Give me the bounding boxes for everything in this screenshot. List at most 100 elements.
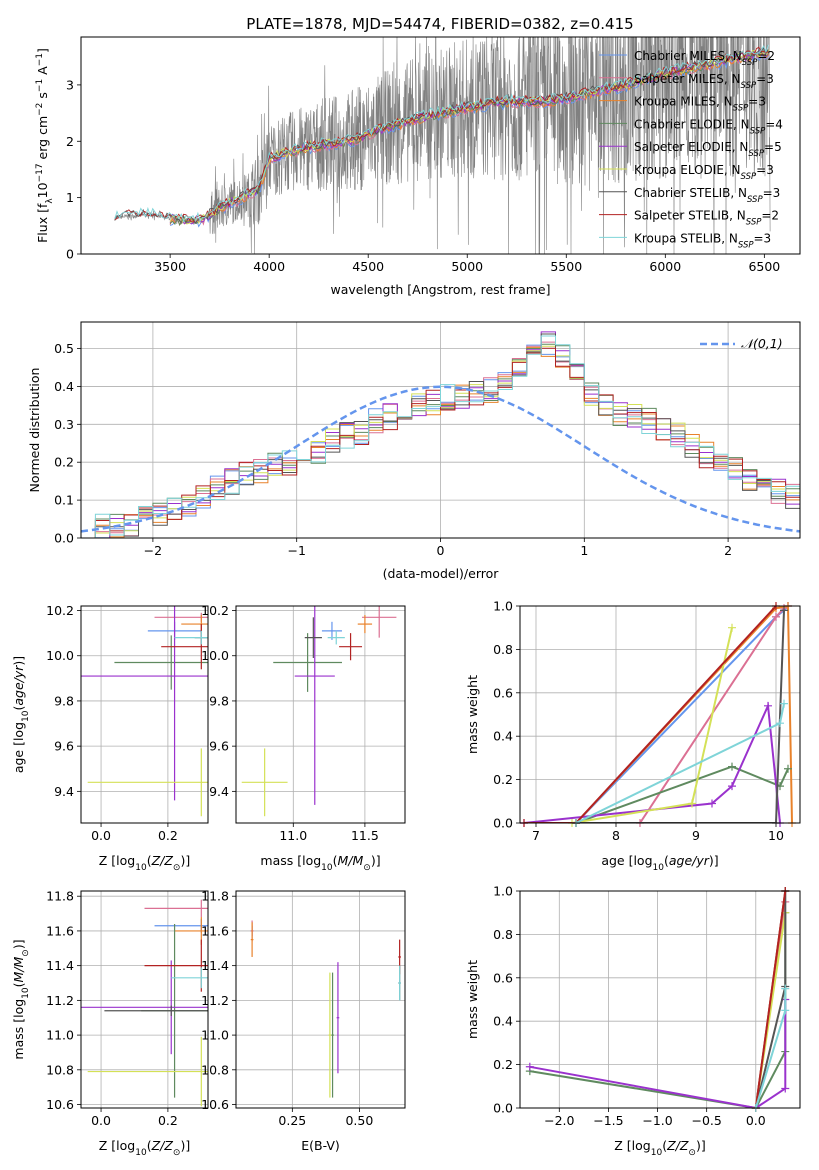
mass_vs_ebv-grid — [236, 891, 405, 1108]
y-tick-label: 0.4 — [493, 1014, 513, 1029]
mass_vs_Z-frame — [80, 890, 209, 1109]
legend-label: Chabrier MILES, NSSP=2 — [634, 49, 775, 68]
model-line — [169, 49, 770, 225]
errorbar-point — [331, 972, 334, 1098]
age_vs_Z-frame — [80, 605, 209, 824]
legend-label: Chabrier STELIB, NSSP=3 — [634, 186, 780, 205]
errorbar-point — [273, 633, 342, 692]
x-tick-label: 0.2 — [158, 828, 178, 843]
y-tick-label: 0.8 — [493, 927, 513, 942]
legend-label: Kroupa STELIB, NSSP=3 — [634, 231, 771, 250]
y-tick-label: 11.2 — [201, 993, 229, 1008]
mass_weight_vs_Z-xlabel: Z [log10(Z/Z⊙)] — [614, 1138, 705, 1158]
y-tick-label: 0.2 — [54, 455, 74, 470]
y-tick-label: 0.2 — [493, 1057, 513, 1072]
x-tick-label: 0 — [437, 543, 445, 558]
residuals-frame — [80, 321, 801, 539]
mass-weight-marker — [728, 623, 736, 632]
y-tick-label: 0.6 — [493, 685, 513, 700]
x-tick-label: 0.2 — [158, 1113, 178, 1128]
x-tick-label: 0.0 — [746, 1113, 766, 1128]
y-tick-label: 11.4 — [201, 958, 229, 973]
x-tick-label: −1.0 — [642, 1113, 672, 1128]
x-tick-label: 4000 — [253, 259, 285, 274]
residual-histogram — [81, 347, 800, 538]
errorbar-point — [81, 606, 208, 801]
x-tick-label: 5500 — [550, 259, 582, 274]
spectrum-ylabel: Flux [fλ10−17 erg cm−2 s−1 A−1] — [35, 48, 55, 243]
mass-weight-line — [754, 891, 787, 1108]
model-line — [114, 44, 769, 223]
mass-weight-marker — [728, 782, 736, 791]
mass_weight_vs_age-xlabel: age [log10(age/yr)] — [601, 853, 718, 873]
y-tick-label: 11.8 — [201, 889, 229, 904]
errorbar-point — [104, 1005, 208, 1016]
x-tick-label: 0.0 — [91, 828, 111, 843]
errorbar-point — [336, 962, 340, 1074]
y-tick-label: 11.8 — [46, 889, 74, 904]
residuals-ylabel: Normed distribution — [27, 368, 42, 493]
y-tick-label: 0.3 — [54, 417, 74, 432]
age_vs_mass-grid — [236, 606, 405, 823]
x-tick-label: −2.0 — [544, 1113, 574, 1128]
errorbar-point — [398, 965, 401, 1001]
mass-weight-marker — [776, 719, 784, 728]
x-tick-label: 0.25 — [278, 1113, 306, 1128]
y-tick-label: 10.2 — [46, 603, 74, 618]
mass_vs_Z-ylabel: mass [log10(M/M⊙)] — [11, 939, 31, 1059]
errorbar-point — [328, 972, 332, 1098]
x-tick-label: 8 — [612, 828, 620, 843]
y-tick-label: 3 — [66, 77, 74, 92]
y-tick-label: 2 — [66, 134, 74, 149]
y-tick-label: 10.2 — [201, 603, 229, 618]
errorbar-point — [144, 899, 208, 918]
errorbar-point — [357, 615, 373, 634]
residual-histogram — [81, 343, 800, 538]
y-tick-label: 0.4 — [493, 729, 513, 744]
y-tick-label: 0.0 — [493, 816, 513, 831]
mass_vs_ebv-xlabel: E(B-V) — [301, 1138, 340, 1153]
y-tick-label: 9.6 — [54, 739, 74, 754]
mass-weight-marker — [708, 799, 716, 808]
age_vs_mass-xlabel: mass [log10(M/M⊙)] — [260, 853, 380, 873]
y-tick-label: 11.0 — [201, 1028, 229, 1043]
mass_weight_vs_Z-ylabel: mass weight — [465, 960, 480, 1039]
mass_weight_vs_age-frame — [519, 605, 801, 824]
errorbar-point — [174, 630, 208, 645]
mass-weight-marker — [688, 799, 696, 808]
legend-label: 𝒩(0,1) — [741, 336, 783, 351]
y-tick-label: 11.6 — [201, 923, 229, 938]
x-tick-label: −1 — [287, 543, 305, 558]
mass-weight-marker — [764, 701, 772, 710]
mass-weight-line — [529, 999, 787, 1108]
x-tick-label: 0.0 — [91, 1113, 111, 1128]
y-tick-label: 1.0 — [493, 884, 513, 899]
spectrum-frame — [80, 36, 801, 255]
x-tick-label: 4500 — [352, 259, 384, 274]
mass_weight_vs_age-axes: 7 8 9 10 0.0 0.2 0.4 0.6 0.8 1.0 age [log10(age/yr… — [465, 599, 800, 873]
errorbar-point — [294, 606, 335, 805]
residual-histogram — [81, 344, 800, 538]
spectrum-axes: 3500 4000 4500 5000 5500 6000 6500 0 1 2 3 waveleng… — [35, 48, 780, 297]
errorbar-point — [87, 748, 208, 817]
mass-weight-marker — [781, 1084, 790, 1093]
residuals-xlabel: (data-model)/error — [383, 566, 500, 581]
x-tick-label: −2 — [144, 543, 162, 558]
y-tick-label: 11.2 — [46, 993, 74, 1008]
normal-curve — [81, 385, 800, 533]
y-tick-label: 9.4 — [54, 784, 74, 799]
y-tick-label: 11.4 — [46, 958, 74, 973]
mass_vs_ebv-frame — [235, 890, 406, 1109]
mass-weight-line — [524, 606, 777, 823]
y-tick-label: 0.2 — [493, 772, 513, 787]
y-tick-label: 10.6 — [201, 1097, 229, 1112]
x-tick-label: 2 — [724, 543, 732, 558]
mass_weight_vs_age-ylabel: mass weight — [465, 675, 480, 754]
errorbar-point — [304, 617, 322, 658]
mass-weight-marker — [780, 699, 788, 708]
errorbar-point — [250, 922, 254, 957]
spectrum-legend: Chabrier MILES, NSSP=2 Salpeter MILES, NS… — [599, 49, 783, 250]
age_vs_mass-axes: 11.0 11.5 9.4 9.6 9.8 10.0 10.2 mass [log10(M/M… — [201, 603, 405, 873]
y-tick-label: 1.0 — [493, 599, 513, 614]
